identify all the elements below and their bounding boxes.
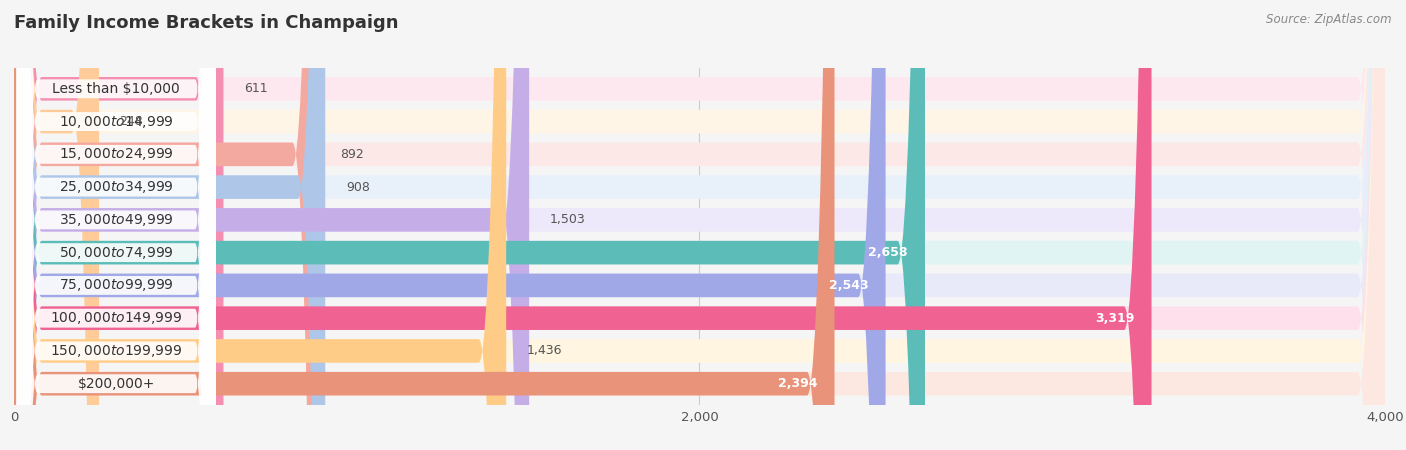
FancyBboxPatch shape <box>14 0 224 450</box>
FancyBboxPatch shape <box>14 0 506 450</box>
Text: 2,543: 2,543 <box>828 279 869 292</box>
FancyBboxPatch shape <box>17 0 215 450</box>
FancyBboxPatch shape <box>17 0 215 450</box>
Text: 908: 908 <box>346 180 370 194</box>
Text: 2,394: 2,394 <box>778 377 817 390</box>
Text: 3,319: 3,319 <box>1095 312 1135 324</box>
Text: $10,000 to $14,999: $10,000 to $14,999 <box>59 113 173 130</box>
FancyBboxPatch shape <box>14 0 98 450</box>
Text: 1,436: 1,436 <box>527 344 562 357</box>
FancyBboxPatch shape <box>14 0 319 450</box>
FancyBboxPatch shape <box>17 0 215 450</box>
Text: $50,000 to $74,999: $50,000 to $74,999 <box>59 245 173 261</box>
FancyBboxPatch shape <box>17 0 215 450</box>
FancyBboxPatch shape <box>14 0 1385 450</box>
Text: Family Income Brackets in Champaign: Family Income Brackets in Champaign <box>14 14 398 32</box>
Text: 2,658: 2,658 <box>869 246 908 259</box>
FancyBboxPatch shape <box>14 0 325 450</box>
FancyBboxPatch shape <box>17 0 215 450</box>
Text: 892: 892 <box>340 148 364 161</box>
Text: $200,000+: $200,000+ <box>77 377 155 391</box>
FancyBboxPatch shape <box>14 0 925 450</box>
FancyBboxPatch shape <box>17 0 215 450</box>
FancyBboxPatch shape <box>14 0 1385 450</box>
FancyBboxPatch shape <box>17 0 215 450</box>
FancyBboxPatch shape <box>14 0 1385 450</box>
FancyBboxPatch shape <box>14 0 886 450</box>
Text: Less than $10,000: Less than $10,000 <box>52 82 180 96</box>
FancyBboxPatch shape <box>17 0 215 450</box>
FancyBboxPatch shape <box>17 0 215 450</box>
FancyBboxPatch shape <box>17 0 215 450</box>
Text: $100,000 to $149,999: $100,000 to $149,999 <box>51 310 183 326</box>
Text: $15,000 to $24,999: $15,000 to $24,999 <box>59 146 173 162</box>
Text: 611: 611 <box>245 82 267 95</box>
FancyBboxPatch shape <box>14 0 1385 450</box>
FancyBboxPatch shape <box>14 0 1385 450</box>
Text: $150,000 to $199,999: $150,000 to $199,999 <box>51 343 183 359</box>
Text: Source: ZipAtlas.com: Source: ZipAtlas.com <box>1267 14 1392 27</box>
Text: 1,503: 1,503 <box>550 213 585 226</box>
FancyBboxPatch shape <box>14 0 1385 450</box>
FancyBboxPatch shape <box>14 0 529 450</box>
FancyBboxPatch shape <box>14 0 1385 450</box>
Text: $25,000 to $34,999: $25,000 to $34,999 <box>59 179 173 195</box>
Text: $35,000 to $49,999: $35,000 to $49,999 <box>59 212 173 228</box>
FancyBboxPatch shape <box>14 0 1385 450</box>
FancyBboxPatch shape <box>14 0 1385 450</box>
FancyBboxPatch shape <box>14 0 1152 450</box>
FancyBboxPatch shape <box>14 0 1385 450</box>
FancyBboxPatch shape <box>14 0 835 450</box>
Text: 248: 248 <box>120 115 143 128</box>
Text: $75,000 to $99,999: $75,000 to $99,999 <box>59 277 173 293</box>
